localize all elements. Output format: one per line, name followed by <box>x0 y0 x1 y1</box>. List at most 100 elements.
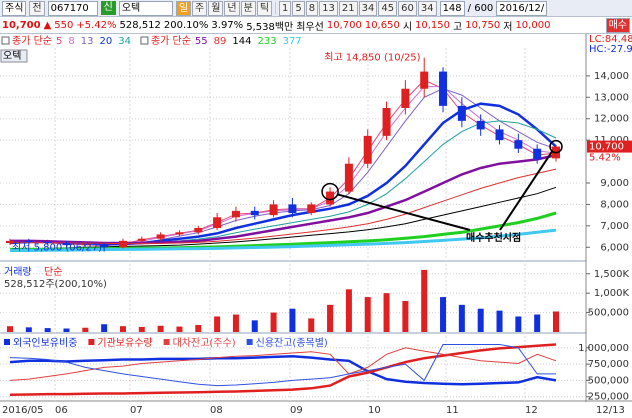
volume-bar <box>289 308 296 332</box>
series-line <box>9 168 557 245</box>
y-tick-label: 1,000K <box>594 288 630 299</box>
candle-body <box>175 232 184 235</box>
volume-bar <box>364 297 371 332</box>
stock-tag <box>0 49 28 63</box>
candle-body <box>6 240 14 243</box>
hc-label: HC:-27.95 <box>589 44 632 55</box>
price: 10,700 <box>2 19 41 31</box>
y-tick-label: 6,000 <box>600 242 629 253</box>
code-input[interactable]: 067170 <box>47 0 98 16</box>
quote-bar: 10,700 ▲ 550 +5.42% 528,512 200.10% 3.97… <box>0 17 632 34</box>
legend-period: 377 <box>283 36 302 47</box>
period-button[interactable]: 월 <box>208 0 224 16</box>
candle-body <box>81 244 90 246</box>
series-line <box>9 347 557 381</box>
volume-bar <box>251 320 258 332</box>
last-rate-label: 5.42% <box>589 153 621 164</box>
volume-bar <box>458 304 465 332</box>
volume-bar <box>553 311 559 332</box>
interval-button[interactable]: 5 <box>292 0 305 16</box>
x-tick-label: 12 <box>525 405 538 416</box>
name-input[interactable]: 오텍 <box>118 0 173 16</box>
interval-button[interactable]: 34 <box>358 0 378 16</box>
legend-period: 55 <box>195 36 208 47</box>
stock-tag-label: 오텍 <box>3 50 21 62</box>
legend-period: 8 <box>68 36 74 47</box>
volume-bar <box>345 289 352 332</box>
candle-body <box>439 71 448 106</box>
candle-body <box>62 243 71 246</box>
legend-label: 기관보유수량 <box>97 337 152 349</box>
period-button[interactable]: 주 <box>192 0 208 16</box>
buy-arrow <box>337 193 471 231</box>
legend-period: 20 <box>99 36 112 47</box>
period-button[interactable]: 년 <box>224 0 240 16</box>
volume-bar <box>138 326 145 332</box>
volume-bar <box>496 310 503 332</box>
volume-bar <box>119 326 126 332</box>
y-tick-label: 8,000 <box>600 199 629 210</box>
market-select[interactable]: 주식 <box>2 0 27 16</box>
panel-title: 거래량 <box>4 266 32 278</box>
legend-period: 233 <box>257 36 276 47</box>
last-price-label: 10,700 <box>589 142 624 153</box>
low-label: 저 <box>503 21 513 33</box>
open-label: 시 <box>402 21 413 33</box>
candle-body <box>514 140 523 149</box>
interval-button[interactable]: 1 <box>279 0 292 16</box>
amount: 5,538백만 <box>246 21 294 33</box>
series-line <box>9 343 557 397</box>
period-button[interactable]: 분 <box>240 0 256 16</box>
legend-swatch <box>4 339 10 345</box>
volume-bar <box>383 293 390 332</box>
series-line <box>9 355 557 386</box>
volume: 528,512 <box>119 19 161 31</box>
low: 10,000 <box>515 19 551 31</box>
candle-body <box>250 210 259 216</box>
legend-swatch <box>88 339 95 345</box>
change: 550 <box>54 19 74 31</box>
buy-button[interactable]: 매수 <box>605 17 630 33</box>
panel-subtitle: 단순 <box>44 266 62 278</box>
candle-body <box>288 204 297 213</box>
volume-bar <box>421 269 428 332</box>
volume-bar <box>232 314 239 332</box>
interval-button[interactable]: 34 <box>417 0 437 16</box>
volume-bar <box>25 327 32 332</box>
y-tick-label: 250,000 <box>588 392 629 403</box>
legend-label: 종가 단순 <box>12 35 52 47</box>
interval-button[interactable]: 60 <box>398 0 417 16</box>
legend-label: 대차잔고(주수) <box>173 337 236 349</box>
legend-period: 144 <box>232 36 251 47</box>
interval-button[interactable]: 45 <box>378 0 398 16</box>
interval-button[interactable]: 21 <box>338 0 358 16</box>
panel-divider <box>0 260 586 262</box>
x-tick-label: 11 <box>446 405 459 416</box>
period-button[interactable]: 틱 <box>256 0 273 16</box>
volume-bar <box>327 304 334 332</box>
buy-marker <box>321 182 339 201</box>
period-button[interactable]: 일 <box>175 0 192 16</box>
date-input[interactable]: 2016/12/ <box>496 0 548 16</box>
mode-button[interactable]: 전 <box>29 0 45 16</box>
interval-group: 1 5 8 13 21 34 45 60 34 <box>279 0 437 16</box>
x-tick-label: 2016/05 <box>2 405 44 416</box>
y-tick-label: 7,000 <box>600 221 629 232</box>
min-annotation: 최저 5,800 (06/27) <box>12 242 102 254</box>
y-tick-label: 1,000,000 <box>578 343 629 354</box>
legend-period: 89 <box>214 36 227 47</box>
legend-checkbox <box>1 36 10 45</box>
candle-body <box>533 148 542 160</box>
y-tick-label: 12,000 <box>594 114 629 125</box>
candle-body <box>326 191 335 205</box>
volume-bar <box>195 325 202 332</box>
x-tick-label: 09 <box>290 405 303 416</box>
badge[interactable]: 신 <box>100 1 116 15</box>
interval-button[interactable]: 13 <box>319 0 338 16</box>
legend-checkbox <box>140 36 149 45</box>
page-input[interactable]: 148 <box>439 0 465 16</box>
interval-button[interactable]: 8 <box>305 0 319 16</box>
ask: 10,700 <box>326 19 362 31</box>
